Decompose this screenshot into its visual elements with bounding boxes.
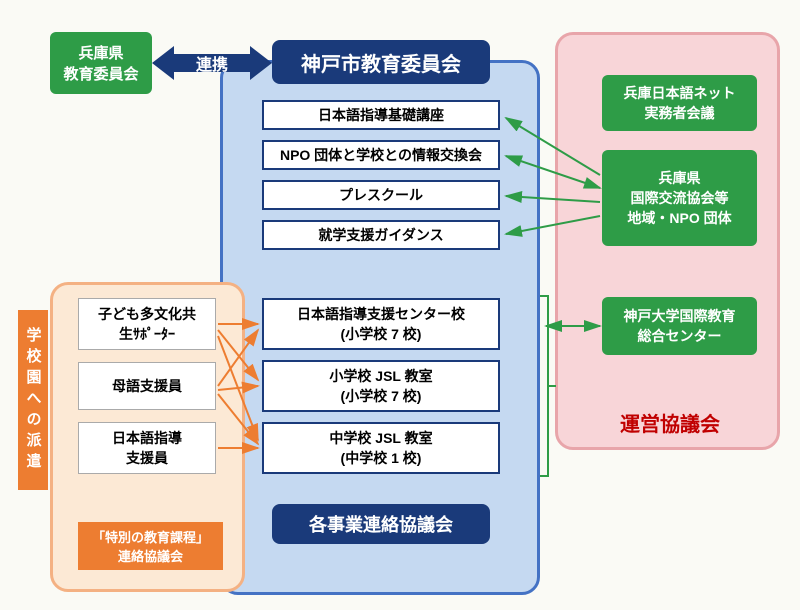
orange-row-1: 母語支援員 xyxy=(78,362,216,410)
orange-2-l1: 日本語指導 xyxy=(112,428,182,448)
renkei-arrow: 連携 xyxy=(152,44,272,82)
rg0-l2: 実務者会議 xyxy=(645,103,715,123)
rg1-l3: 地域・NPO 団体 xyxy=(627,208,731,228)
blue2-2-l2: (中学校 1 校) xyxy=(341,448,422,468)
rg1-l1: 兵庫県 xyxy=(659,168,701,188)
rg1-l2: 国際交流協会等 xyxy=(631,188,729,208)
blue2-0-l2: (小学校 7 校) xyxy=(341,324,422,344)
orange-1-l1: 母語支援員 xyxy=(112,376,182,396)
blue2-row-0: 日本語指導支援センター校 (小学校 7 校) xyxy=(262,298,500,350)
blue-row-1: NPO 団体と学校との情報交換会 xyxy=(262,140,500,170)
blue2-1-l2: (小学校 7 校) xyxy=(341,386,422,406)
orange-label-l2: 連絡協議会 xyxy=(78,546,223,565)
blue2-row-1: 小学校 JSL 教室 (小学校 7 校) xyxy=(262,360,500,412)
blue-row-2: プレスクール xyxy=(262,180,500,210)
kobe-board-header: 神戸市教育委員会 xyxy=(272,40,490,84)
orange-0-l2: 生ｻﾎﾟｰﾀｰ xyxy=(119,324,175,344)
orange-label-l1: 「特別の教育課程」 xyxy=(78,527,223,546)
right-green-1: 兵庫県 国際交流協会等 地域・NPO 団体 xyxy=(602,150,757,246)
hyogo-board-l2: 教育委員会 xyxy=(63,63,138,84)
blue2-0-l1: 日本語指導支援センター校 xyxy=(297,304,465,324)
blue-row-0: 日本語指導基礎講座 xyxy=(262,100,500,130)
orange-row-2: 日本語指導 支援員 xyxy=(78,422,216,474)
rg0-l1: 兵庫日本語ネット xyxy=(624,83,736,103)
blue2-row-2: 中学校 JSL 教室 (中学校 1 校) xyxy=(262,422,500,474)
rg2-l1: 神戸大学国際教育 xyxy=(624,306,736,326)
orange-2-l2: 支援員 xyxy=(126,448,168,468)
right-green-2: 神戸大学国際教育 総合センター xyxy=(602,297,757,355)
blue2-1-l1: 小学校 JSL 教室 xyxy=(329,366,432,386)
rg2-l2: 総合センター xyxy=(638,326,722,346)
orange-row-0: 子ども多文化共 生ｻﾎﾟｰﾀｰ xyxy=(78,298,216,350)
hyogo-board-box: 兵庫県 教育委員会 xyxy=(50,32,152,94)
hyogo-board-l1: 兵庫県 xyxy=(78,42,123,63)
blue-row-3: 就学支援ガイダンス xyxy=(262,220,500,250)
renkei-label: 連携 xyxy=(152,44,272,82)
blue-footer: 各事業連絡協議会 xyxy=(272,504,490,544)
special-curriculum-label: 「特別の教育課程」 連絡協議会 xyxy=(78,522,223,570)
blue2-2-l1: 中学校 JSL 教室 xyxy=(329,428,432,448)
dispatch-label-vertical: 学校園への派遣 xyxy=(18,310,48,490)
orange-0-l1: 子ども多文化共 xyxy=(98,304,196,324)
right-green-0: 兵庫日本語ネット 実務者会議 xyxy=(602,75,757,131)
pink-council-label: 運営協議会 xyxy=(590,408,750,437)
